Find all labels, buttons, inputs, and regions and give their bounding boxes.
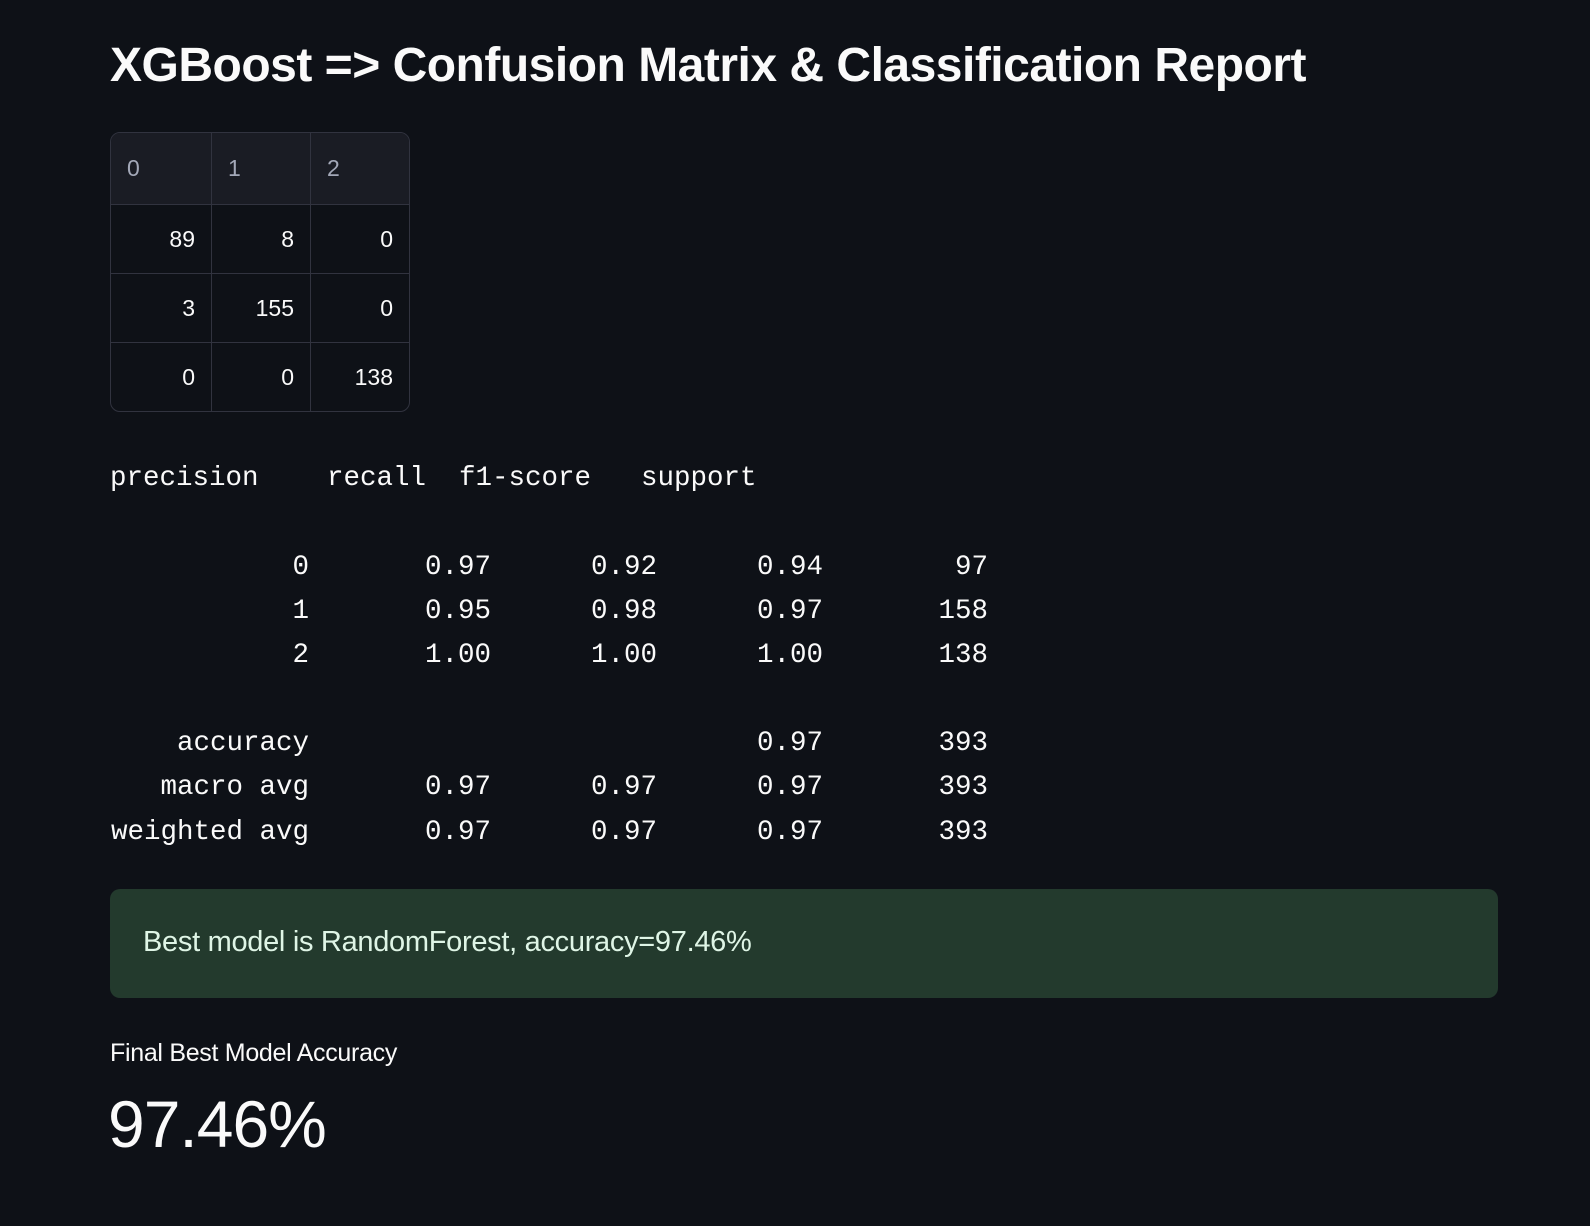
column-header: 0	[111, 133, 212, 205]
report-row-label: accuracy	[176, 728, 309, 759]
report-value: 0.97	[756, 728, 823, 759]
report-value: 0.97	[590, 817, 657, 848]
report-value: 1.00	[756, 640, 823, 671]
report-value: 0.97	[424, 817, 491, 848]
report-value: 158	[938, 596, 988, 627]
report-header: f1-score	[459, 463, 592, 494]
report-value: 0.97	[756, 596, 823, 627]
metric-label: Final Best Model Accuracy	[110, 1039, 398, 1067]
report-value: 0.97	[756, 772, 823, 803]
matrix-cell: 138	[311, 343, 409, 411]
report-value: 1.00	[424, 640, 491, 671]
report-value: 0.97	[756, 817, 823, 848]
matrix-cell: 8	[212, 205, 311, 274]
report-row-label: macro avg	[160, 772, 309, 803]
column-header: 2	[311, 133, 409, 205]
confusion-matrix: 0 1 2 89 8 0 3 155 0 0 0 138	[110, 132, 410, 412]
report-value: 0.97	[424, 552, 491, 583]
report-value: 0.95	[424, 596, 491, 627]
report-value: 0.97	[590, 772, 657, 803]
report-value: 97	[954, 552, 988, 583]
report-value: 0.94	[756, 552, 823, 583]
report-row-label: 2	[292, 640, 309, 671]
column-header: 1	[212, 133, 311, 205]
report-value: 393	[938, 772, 988, 803]
report-row-label: 1	[292, 596, 309, 627]
alert-text: Best model is RandomForest, accuracy=97.…	[143, 926, 752, 958]
matrix-cell: 0	[111, 343, 212, 411]
matrix-cell: 3	[111, 274, 212, 343]
matrix-cell: 0	[311, 205, 409, 274]
page-title: XGBoost => Confusion Matrix & Classifica…	[110, 39, 1307, 92]
matrix-cell: 0	[212, 343, 311, 411]
report-row-label: 0	[292, 552, 309, 583]
matrix-cell: 0	[311, 274, 409, 343]
report-header: precision	[110, 463, 259, 494]
report-header: recall	[327, 463, 427, 494]
metric-value: 97.46%	[108, 1087, 327, 1161]
success-alert: Best model is RandomForest, accuracy=97.…	[110, 889, 1498, 998]
report-value: 393	[938, 728, 988, 759]
report-value: 0.98	[590, 596, 657, 627]
report-value: 138	[938, 640, 988, 671]
report-row-label: weighted avg	[110, 817, 309, 848]
report-value: 0.97	[424, 772, 491, 803]
report-value: 0.92	[590, 552, 657, 583]
report-header: support	[641, 463, 757, 494]
matrix-cell: 89	[111, 205, 212, 274]
report-value: 393	[938, 817, 988, 848]
matrix-cell: 155	[212, 274, 311, 343]
report-value: 1.00	[590, 640, 657, 671]
